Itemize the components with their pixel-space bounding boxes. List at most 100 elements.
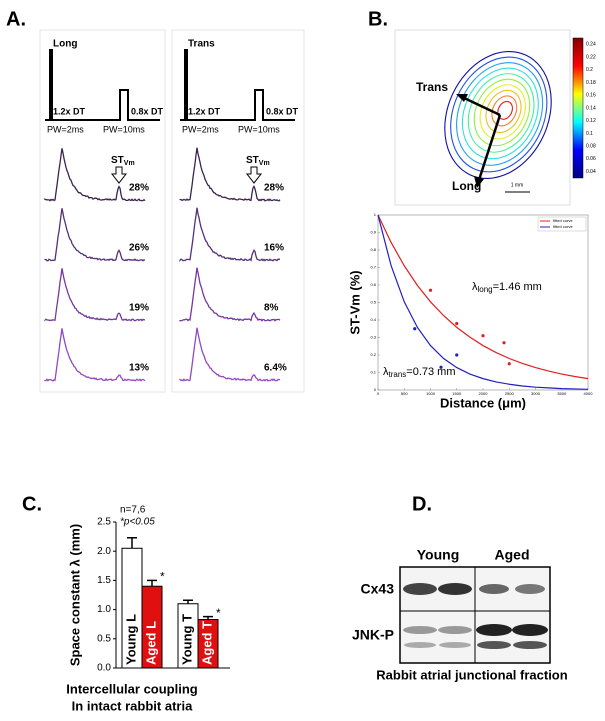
x-tick-label: 3000 (531, 391, 541, 396)
y-tick-label: 0.5 (97, 633, 111, 644)
band (476, 624, 512, 636)
percent-label: 28% (129, 183, 149, 194)
y-tick-label: 2.0 (97, 546, 111, 557)
category-label: Young L (123, 614, 138, 665)
y-tick-label: 1.0 (97, 604, 111, 615)
data-point (428, 288, 433, 292)
colorbar-tick-label: 0.12 (586, 118, 596, 124)
y-tick-label: 1 (374, 212, 377, 217)
group-label: Young (417, 547, 460, 563)
bar (197, 619, 219, 669)
colorbar-tick-label: 0.14 (586, 105, 596, 111)
panel-label: B. (368, 8, 388, 30)
contour-line (479, 84, 526, 140)
x-tick-label: 4000 (584, 391, 594, 396)
band (404, 642, 436, 648)
lambda-symbol: λ (472, 281, 478, 293)
y-tick-label: 0.6 (370, 282, 376, 287)
lambda-sub: long (478, 285, 493, 294)
legend-label: fitted curve (553, 218, 573, 223)
annotation: n=7,6 (120, 505, 146, 516)
percent-label: 13% (129, 363, 149, 374)
legend-label: fitted curve (553, 224, 573, 229)
western-blot (399, 566, 551, 664)
y-tick-label: 0.4 (370, 317, 376, 322)
percent-label: 28% (264, 183, 284, 194)
y-axis-label: Space constant λ (mm) (67, 524, 82, 666)
colorbar-tick-label: 0.04 (586, 169, 596, 175)
arrow-head (474, 176, 484, 188)
pulse-train (180, 49, 295, 121)
pulse-diagrams: Long 1.2x DT 0.8x DT PW=2ms PW=10ms Trans 1.2x… (45, 39, 299, 134)
annotation: *p<0.05 (120, 517, 155, 528)
protocol-title: Long (53, 39, 77, 50)
lambda-symbol: λ (383, 366, 389, 378)
y-tick-label: 0.1 (370, 370, 376, 375)
colorbar-tick-label: 0.24 (586, 42, 596, 48)
stvm-sub: Vm (259, 160, 270, 167)
row-label: Cx43 (361, 581, 395, 597)
contour-line (461, 67, 539, 160)
colorbar-tick-label: 0.16 (586, 93, 596, 99)
band (403, 583, 437, 595)
contour-map (444, 51, 552, 179)
y-tick-label: 0.7 (370, 265, 376, 270)
colorbar: 0.24 0.22 0.2 0.18 0.16 0.14 0.12 0.1 0.08 0.06 0.… (572, 37, 596, 179)
scale-label: 1 mm (511, 182, 524, 188)
panel-label: A. (6, 8, 26, 30)
blot-caption: Rabbit atrial junctional fraction (376, 667, 567, 682)
x-axis-label: Distance (μm) (440, 395, 526, 410)
stvm-sub: Vm (124, 160, 135, 167)
lambda-annotation: λlong=1.46 mm (472, 281, 542, 294)
fitted-curve (377, 214, 589, 380)
stvm-label: STVm (246, 155, 270, 167)
trace (179, 207, 281, 262)
trace (44, 268, 146, 322)
colorbar-tick-label: 0.2 (586, 67, 593, 73)
trace (179, 267, 281, 322)
y-tick-label: 0.8 (370, 247, 376, 252)
colorbar-tick-label: 0.22 (586, 54, 596, 60)
contour-line (467, 73, 535, 153)
data-point (502, 341, 506, 345)
trace (44, 148, 146, 202)
colorbar-body (572, 37, 584, 179)
lambda-rest: =1.46 mm (493, 281, 542, 293)
colorbar-tick-label: 0.18 (586, 80, 596, 86)
contour-line (497, 100, 513, 120)
pulse-train (45, 49, 160, 121)
y-tick-label: 0.0 (97, 663, 111, 674)
stvm-main: ST (246, 155, 259, 166)
stvm-label: STVm (111, 155, 135, 167)
pulse-label: 1.2x DT (53, 106, 86, 116)
band (512, 624, 548, 636)
trace (179, 147, 281, 202)
stvm-arrow (245, 166, 263, 184)
significance-mark: * (160, 570, 165, 584)
percent-label: 16% (264, 243, 284, 254)
category-label: Aged T (199, 621, 214, 665)
pulse-width: PW=2ms (47, 124, 84, 134)
percent-label: 6.4% (264, 363, 287, 374)
x-tick-label: 2500 (505, 391, 515, 396)
group-label: Aged (495, 547, 530, 563)
x-tick-label: 500 (401, 391, 408, 396)
category-label: Young T (179, 614, 194, 665)
band (439, 642, 471, 648)
panel-frame (171, 29, 305, 393)
arrow (477, 114, 502, 181)
band (403, 626, 437, 634)
trace (179, 327, 281, 382)
x-tick-label: 2000 (479, 391, 489, 396)
direction-arrows (456, 94, 530, 193)
pulse-label: 1.2x DT (188, 106, 221, 116)
caption: In intact rabbit atria (72, 698, 193, 713)
colorbar-tick-label: 0.06 (586, 156, 596, 162)
data-point (481, 334, 485, 338)
pulse-width: PW=10ms (103, 124, 145, 134)
x-tick-label: 0 (377, 391, 380, 396)
band (477, 641, 511, 649)
data-point (455, 353, 459, 357)
